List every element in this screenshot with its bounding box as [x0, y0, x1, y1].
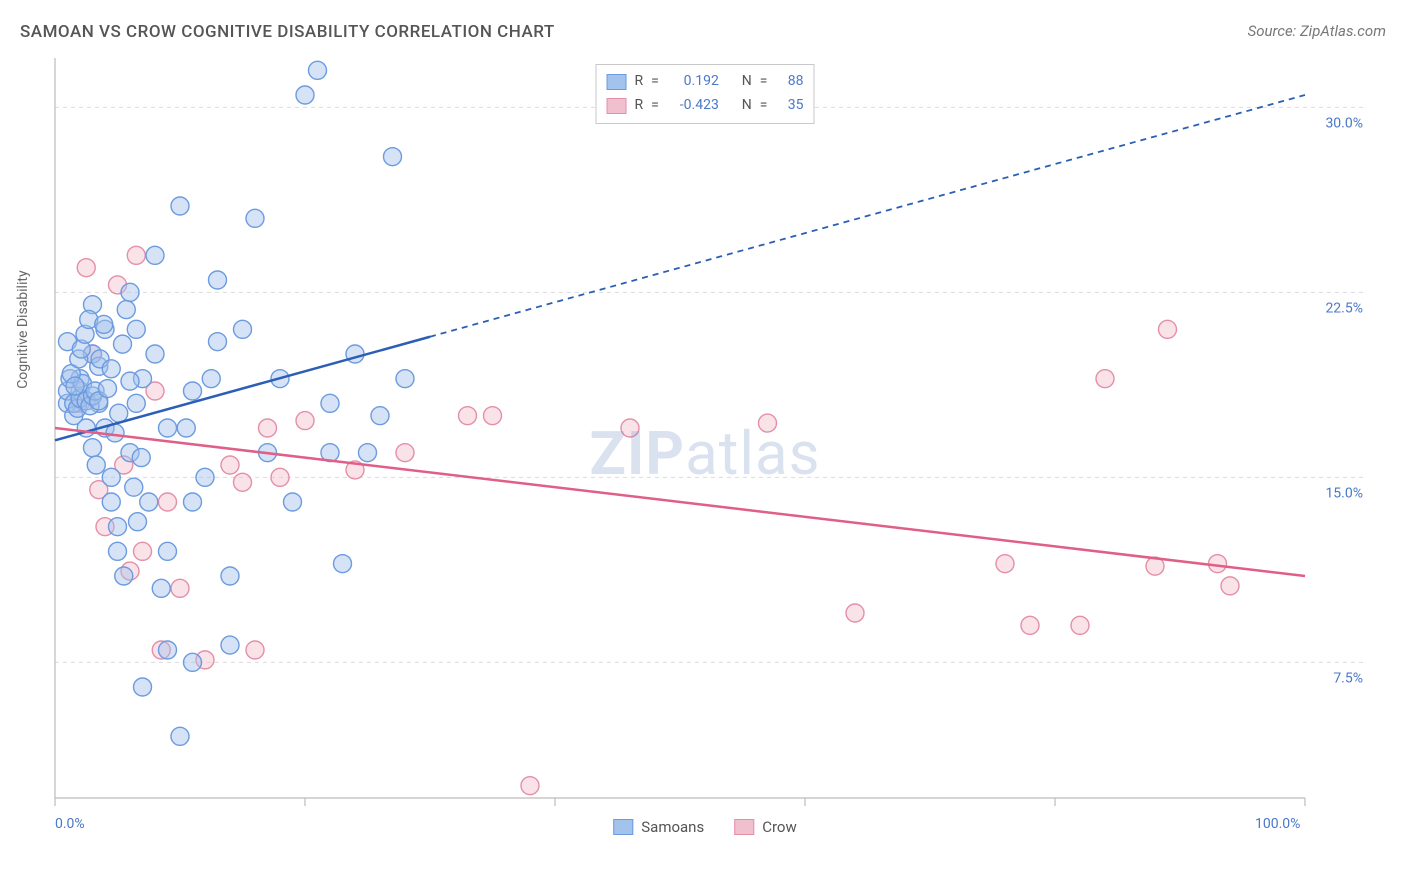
- y-axis-label: Cognitive Disability: [15, 270, 31, 388]
- x-axis-start-label: 0.0%: [55, 816, 85, 832]
- x-axis-end-label: 100.0%: [1255, 816, 1300, 832]
- svg-text:7.5%: 7.5%: [1333, 670, 1363, 686]
- eq: =: [760, 94, 768, 118]
- R-value-crow: -0.423: [667, 94, 719, 118]
- R-label: R: [635, 94, 644, 118]
- swatch-icon: [734, 819, 754, 835]
- swatch-crow: [607, 98, 627, 114]
- R-label: R: [635, 70, 644, 94]
- svg-text:15.0%: 15.0%: [1325, 485, 1363, 501]
- N-label: N: [742, 94, 752, 118]
- eq: =: [651, 94, 659, 118]
- N-value-samoans: 88: [775, 70, 803, 94]
- stats-row-samoans: R = 0.192 N = 88: [607, 70, 804, 94]
- swatch-samoans: [607, 74, 627, 90]
- legend-item-crow: Crow: [734, 818, 797, 836]
- legend-item-samoans: Samoans: [613, 818, 704, 836]
- svg-text:30.0%: 30.0%: [1325, 115, 1363, 131]
- R-value-samoans: 0.192: [667, 70, 719, 94]
- chart-container: Cognitive Disability 7.5%15.0%22.5%30.0%…: [45, 58, 1365, 838]
- chart-title: SAMOAN VS CROW COGNITIVE DISABILITY CORR…: [20, 22, 555, 42]
- source-attribution: Source: ZipAtlas.com: [1248, 22, 1386, 40]
- stats-legend: R = 0.192 N = 88 R = -0.423 N = 35: [596, 64, 815, 124]
- eq: =: [760, 70, 768, 94]
- N-label: N: [742, 70, 752, 94]
- eq: =: [651, 70, 659, 94]
- legend-label: Crow: [762, 818, 797, 836]
- stats-row-crow: R = -0.423 N = 35: [607, 94, 804, 118]
- series-legend: Samoans Crow: [613, 818, 797, 836]
- N-value-crow: 35: [775, 94, 803, 118]
- swatch-icon: [613, 819, 633, 835]
- legend-label: Samoans: [641, 818, 704, 836]
- scatter-chart: 7.5% 15.0% 22.5% 30.0%: [45, 58, 1365, 838]
- svg-text:22.5%: 22.5%: [1325, 300, 1363, 316]
